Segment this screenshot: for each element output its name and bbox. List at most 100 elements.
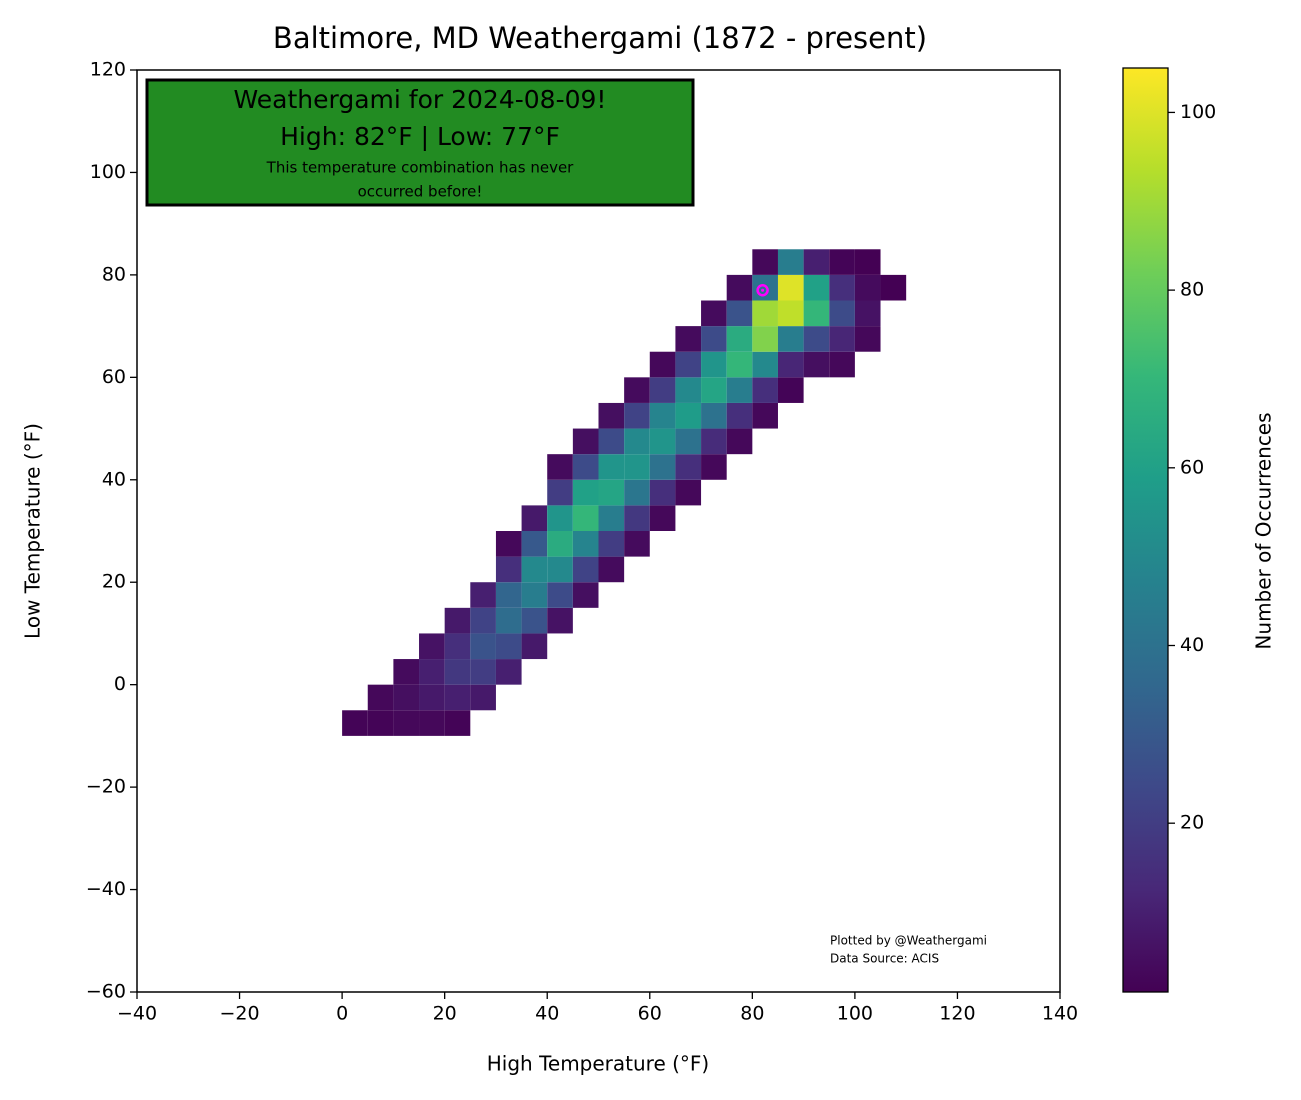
heat-cell (495, 607, 522, 634)
heat-cell (752, 402, 778, 429)
heat-cell (624, 505, 650, 531)
heat-cell (777, 351, 804, 378)
heat-cell (624, 428, 650, 455)
heat-cell (829, 326, 855, 352)
colorbar (1122, 67, 1169, 993)
heat-cell (777, 274, 804, 301)
heat-cell (854, 249, 881, 275)
y-axis-label: Low Temperature (°F) (21, 423, 45, 639)
heat-cell (675, 377, 702, 403)
heat-cell (777, 249, 804, 275)
y-tick-label: 100 (90, 161, 126, 183)
x-tick-label: 40 (535, 1003, 559, 1025)
heat-cell (777, 326, 804, 352)
heat-cell (521, 607, 548, 634)
y-tick-label: 40 (102, 468, 126, 490)
y-tick-label: 60 (102, 366, 126, 388)
heat-cell (726, 402, 753, 429)
x-tick-label: 60 (638, 1003, 662, 1025)
heat-cell (572, 556, 599, 583)
heat-cell (547, 531, 573, 557)
heat-cell (649, 505, 676, 531)
chart-title: Baltimore, MD Weathergami (1872 - presen… (273, 21, 927, 55)
heat-cell (572, 454, 599, 480)
heat-cell (880, 274, 907, 301)
heat-cell (701, 428, 727, 455)
heat-cell (649, 402, 676, 429)
heat-cell (495, 556, 522, 583)
colorbar-tick-label: 40 (1180, 634, 1204, 656)
heat-cell (726, 377, 753, 403)
y-tick-label: −20 (86, 776, 126, 798)
heat-cell (547, 454, 573, 480)
heat-cell (726, 428, 753, 455)
colorbar-tick-label: 80 (1180, 279, 1204, 301)
heat-cell (752, 351, 778, 378)
heat-cell (547, 582, 573, 608)
y-tick-label: 20 (102, 571, 126, 593)
info-note: This temperature combination has never (266, 159, 575, 177)
x-axis-label: High Temperature (°F) (487, 1052, 709, 1076)
y-tick-label: 0 (114, 673, 126, 695)
heat-cell (495, 582, 522, 608)
heat-cell (444, 633, 471, 660)
y-tick-label: 120 (90, 59, 126, 81)
heat-cell (419, 710, 445, 736)
heat-cell (675, 428, 702, 455)
heat-cell (752, 249, 778, 275)
heat-cell (470, 582, 496, 608)
heat-cell (752, 377, 778, 403)
heat-cell (854, 300, 881, 327)
heat-cell (726, 351, 753, 378)
heat-cell (675, 454, 702, 480)
colorbar-tick-label: 60 (1180, 456, 1204, 478)
heat-cell (777, 377, 804, 403)
heat-cell (444, 710, 471, 736)
heat-cell (701, 454, 727, 480)
heat-cell (572, 479, 599, 506)
heat-cell (572, 531, 599, 557)
heat-cell (675, 402, 702, 429)
heat-cell (701, 300, 727, 327)
heat-cell (649, 428, 676, 455)
heat-cell (598, 505, 625, 531)
heat-cell (393, 659, 420, 685)
heat-cell (367, 710, 394, 736)
heat-cell (598, 402, 625, 429)
heat-cell (726, 274, 753, 301)
heat-cell (829, 300, 855, 327)
x-tick-label: 0 (336, 1003, 348, 1025)
x-tick-label: −40 (117, 1003, 157, 1025)
heat-cell (701, 402, 727, 429)
colorbar-tick-label: 100 (1180, 101, 1216, 123)
heat-cell (803, 274, 830, 301)
heat-cell (419, 633, 445, 660)
heat-cell (598, 479, 625, 506)
heat-cell (598, 531, 625, 557)
heat-cell (675, 326, 702, 352)
heat-cell (701, 326, 727, 352)
heat-cell (572, 582, 599, 608)
y-tick-label: −60 (86, 981, 126, 1003)
heat-cell (829, 351, 855, 378)
heat-cell (829, 249, 855, 275)
x-tick-label: 20 (433, 1003, 457, 1025)
heat-cell (675, 351, 702, 378)
heat-cell (521, 633, 548, 660)
heat-cell (470, 659, 496, 685)
heat-cell (649, 351, 676, 378)
heat-cell (547, 479, 573, 506)
credit: Data Source: ACIS (830, 952, 939, 966)
heat-cell (701, 351, 727, 378)
heat-cell (470, 633, 496, 660)
heat-cell (495, 531, 522, 557)
x-tick-label: 100 (837, 1003, 873, 1025)
heat-cell (419, 684, 445, 711)
heat-cell (367, 684, 394, 711)
heat-cell (752, 274, 778, 301)
heat-cell (752, 326, 778, 352)
heat-cell (624, 479, 650, 506)
heat-cell (726, 326, 753, 352)
heat-cell (393, 684, 420, 711)
heat-cell (701, 377, 727, 403)
